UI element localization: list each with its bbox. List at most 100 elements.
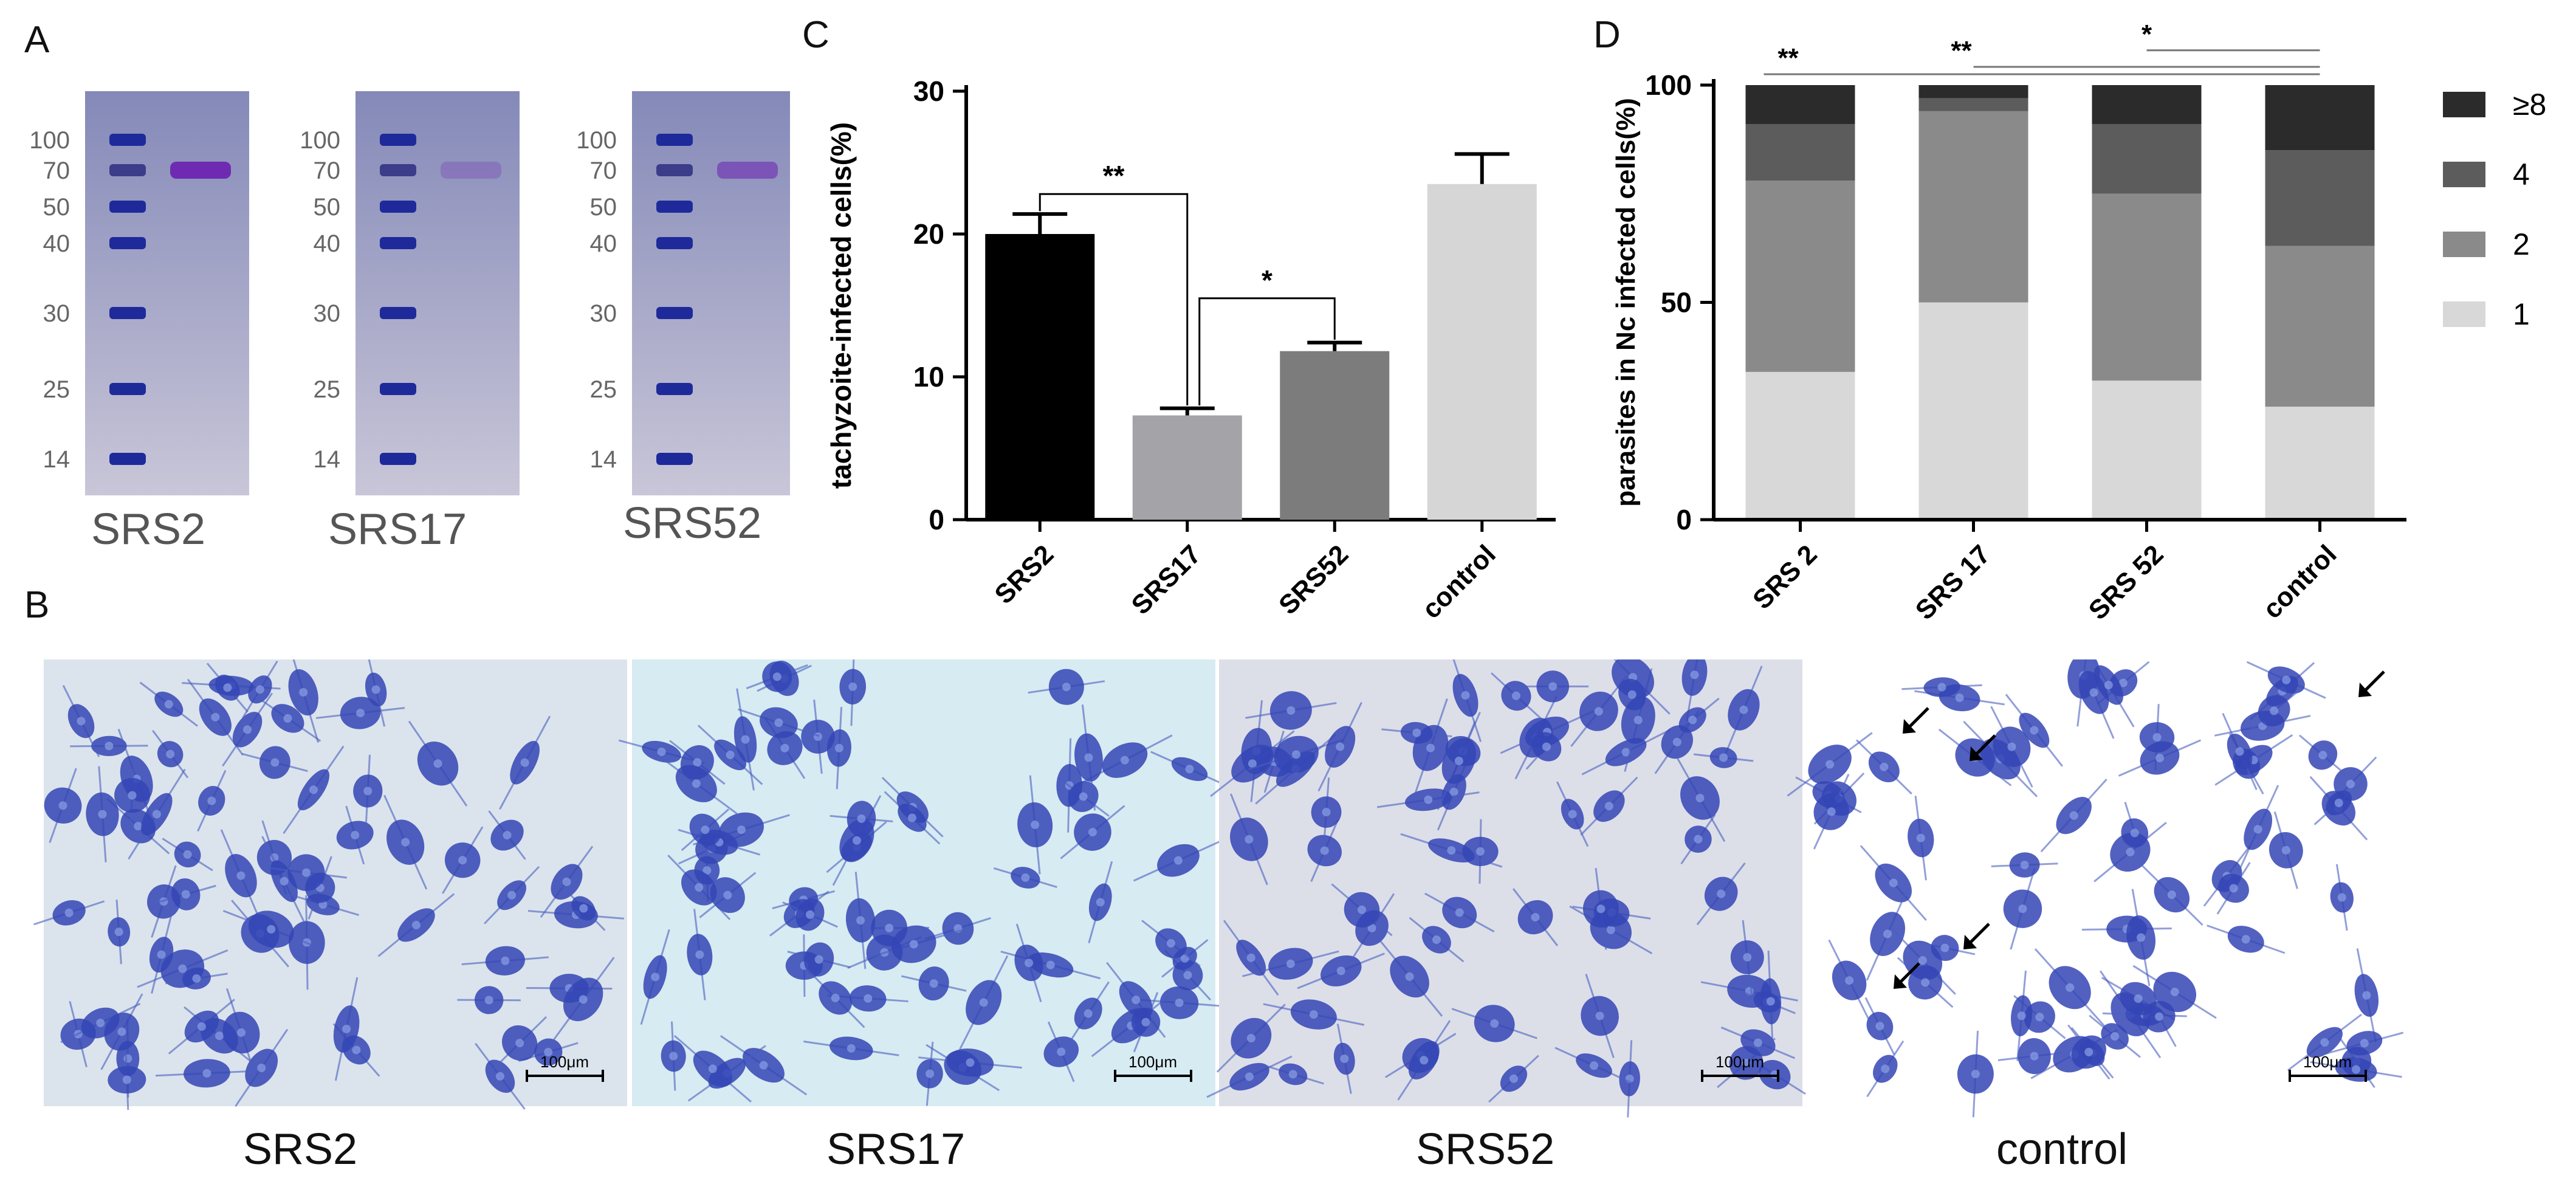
cell-nucleus (1827, 807, 1836, 816)
cell (2142, 986, 2177, 1047)
cell-nucleus (1753, 1038, 1762, 1047)
cell-nucleus (58, 801, 67, 810)
cell-nucleus (1426, 743, 1435, 752)
cell (1582, 867, 1619, 950)
cell (801, 699, 835, 774)
y-tick-label: 0 (929, 504, 944, 535)
cell-nucleus (579, 995, 588, 1004)
arrow-head (1963, 935, 1977, 949)
marker-label: 14 (43, 446, 70, 473)
y-tick-label: 10 (913, 361, 944, 393)
cell-nucleus (1096, 898, 1105, 907)
cell (162, 838, 213, 872)
cell-nucleus (117, 1027, 126, 1036)
cell-nucleus (2018, 904, 2027, 914)
cell-nucleus (1875, 1022, 1884, 1031)
legend-swatch-1 (2443, 301, 2485, 327)
marker-band (656, 164, 693, 176)
cell-nucleus (183, 850, 192, 859)
cell-nucleus (2155, 754, 2164, 763)
cell (1230, 793, 1268, 886)
cell (1488, 1055, 1539, 1103)
protein-band (170, 162, 231, 179)
cell-nucleus (1590, 1061, 1599, 1070)
cell (829, 800, 893, 837)
marker-label: 100 (576, 127, 617, 154)
cell-nucleus (96, 1019, 105, 1028)
cell-nucleus (848, 682, 857, 691)
cell-nucleus (2346, 779, 2355, 788)
cell (1043, 1021, 1079, 1082)
marker-label: 70 (314, 157, 341, 184)
cell-nucleus (515, 1039, 524, 1048)
cell-nucleus (215, 1031, 224, 1041)
cell-nucleus (1918, 956, 1927, 965)
cell (1150, 751, 1229, 788)
cell-nucleus (1141, 1017, 1150, 1027)
cell-nucleus (2282, 675, 2291, 684)
marker-band (109, 307, 146, 319)
marker-label: 25 (590, 376, 617, 403)
cell (261, 836, 307, 927)
cell (1554, 1047, 1633, 1084)
cell-nucleus (1511, 691, 1520, 700)
cell-nucleus (1880, 762, 1889, 771)
cell (1311, 777, 1342, 847)
cell (1908, 796, 1934, 881)
cell-nucleus (363, 786, 373, 796)
marker-band (109, 383, 146, 395)
cell-nucleus (1475, 847, 1485, 856)
marker-label: 100 (300, 127, 340, 154)
cell-nucleus (1185, 765, 1194, 774)
chart-d: SRS 2 SRS 17 SRS 52 control 0 50 100parasites … (1611, 24, 2546, 620)
cell (1262, 1063, 1324, 1086)
cell-nucleus (1955, 693, 1964, 702)
cell (2245, 687, 2304, 735)
y-tick-label: 0 (1676, 504, 1692, 535)
cell-nucleus (2320, 1038, 2329, 1047)
cell-nucleus (401, 838, 410, 847)
cell-nucleus (2235, 747, 2244, 756)
sig-bracket (1039, 193, 1189, 405)
cell-nucleus (657, 747, 666, 756)
cell-nucleus (223, 683, 232, 692)
y-tick-label: 100 (1645, 69, 1692, 101)
cell (242, 746, 308, 779)
cell-nucleus (1292, 750, 1301, 759)
marker-band (380, 201, 416, 213)
cell (918, 1048, 1022, 1077)
cell (1556, 781, 1589, 847)
cell-nucleus (1826, 760, 1835, 769)
cell (1828, 939, 1870, 1022)
cell-nucleus (1447, 846, 1456, 855)
cell-nucleus (458, 856, 467, 865)
cell-nucleus (352, 1045, 361, 1055)
cell (1855, 739, 1912, 795)
cell-nucleus (1340, 1054, 1349, 1063)
legend-label-1: 1 (2513, 297, 2530, 331)
cell (1680, 814, 1716, 865)
cell (562, 886, 606, 931)
cell-nucleus (1420, 1056, 1429, 1065)
cell (655, 752, 738, 814)
cell (1133, 839, 1224, 882)
cell-nucleus (1336, 966, 1345, 976)
cell-nucleus (1672, 737, 1681, 746)
cell (365, 659, 387, 727)
cell (2011, 970, 2033, 1061)
cell (1331, 883, 1393, 937)
cell-nucleus (2352, 1065, 2361, 1074)
cell-nucleus (651, 972, 660, 982)
scale-bar-label: 100μm (2303, 1053, 2352, 1071)
cell-nucleus (1320, 846, 1329, 855)
y-tick-label: 20 (913, 218, 944, 250)
cell (235, 1028, 289, 1107)
gel-panel: 100 70 50 40 30 25 14 100 70 50 40 30 25 14 100 70 50 40 3… (29, 91, 790, 495)
cell (1696, 862, 1746, 926)
cell (1570, 675, 1627, 747)
marker-band (380, 453, 416, 465)
cell (1813, 774, 1850, 850)
marker-band (380, 164, 416, 176)
cell (1437, 712, 1481, 810)
cell (2354, 948, 2379, 1043)
